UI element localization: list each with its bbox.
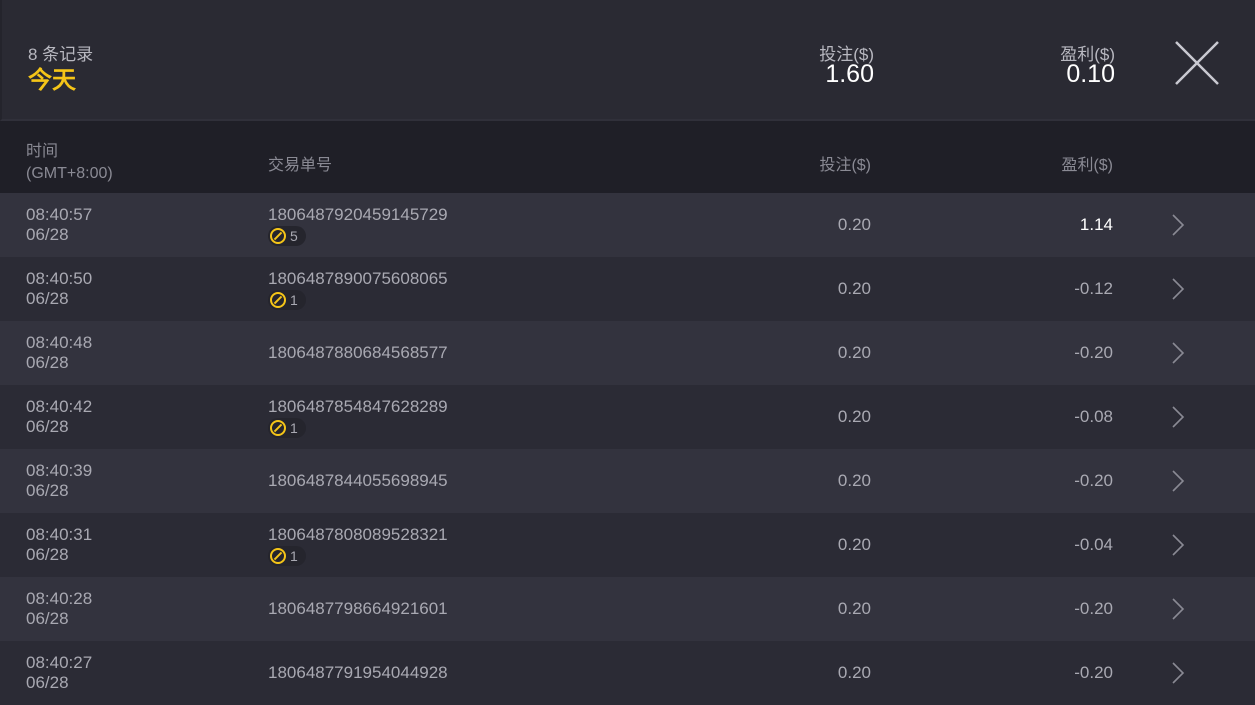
profit-total-value: 0.10 bbox=[1066, 60, 1115, 88]
coin-icon bbox=[270, 420, 286, 436]
time: 08:40:50 bbox=[26, 269, 93, 288]
bet-cell: 0.20 bbox=[837, 215, 871, 234]
bet-cell: 0.20 bbox=[837, 343, 871, 362]
table-row[interactable]: 08:40:28 06/28 1806487798664921601 0.20 -… bbox=[0, 577, 1255, 641]
bet-total-label: 投注($) bbox=[819, 45, 874, 64]
time: 08:40:48 bbox=[26, 333, 93, 352]
record-count: 8 条记录 bbox=[28, 45, 94, 64]
time: 08:40:28 bbox=[26, 589, 93, 608]
time: 08:40:31 bbox=[26, 525, 93, 544]
transaction-id: 1806487808089528321 bbox=[268, 525, 448, 544]
chevron-right-icon[interactable] bbox=[1168, 213, 1188, 237]
period-label[interactable]: 今天 bbox=[28, 67, 76, 94]
free-spin-badge: 5 bbox=[268, 226, 306, 246]
date: 06/28 bbox=[26, 353, 69, 372]
bet-cell: 0.20 bbox=[837, 535, 871, 554]
badge-count: 1 bbox=[290, 548, 298, 564]
transaction-id: 1806487880684568577 bbox=[268, 343, 448, 362]
profit-cell: -0.04 bbox=[1074, 535, 1113, 554]
free-spin-badge: 1 bbox=[268, 290, 306, 310]
chevron-right-icon[interactable] bbox=[1168, 597, 1188, 621]
date: 06/28 bbox=[26, 225, 69, 244]
time-cell: 08:40:42 06/28 bbox=[26, 397, 92, 437]
time-cell: 08:40:31 06/28 bbox=[26, 525, 92, 565]
col-time: 时间 bbox=[26, 143, 59, 160]
profit-cell: -0.20 bbox=[1074, 343, 1113, 362]
transaction-id: 1806487854847628289 bbox=[268, 397, 448, 416]
id-cell: 1806487844055698945 bbox=[268, 471, 448, 491]
free-spin-badge: 1 bbox=[268, 418, 306, 438]
summary-header: 8 条记录 今天 投注($) 1.60 盈利($) 0.10 bbox=[0, 0, 1255, 121]
id-cell: 1806487798664921601 bbox=[268, 599, 448, 619]
date: 06/28 bbox=[26, 289, 69, 308]
col-profit: 盈利($) bbox=[1061, 157, 1113, 174]
table-row[interactable]: 08:40:48 06/28 1806487880684568577 0.20 -… bbox=[0, 321, 1255, 385]
time-cell: 08:40:27 06/28 bbox=[26, 653, 92, 693]
id-cell: 1806487791954044928 bbox=[268, 663, 448, 683]
transaction-id: 1806487798664921601 bbox=[268, 599, 448, 618]
time-cell: 08:40:50 06/28 bbox=[26, 269, 92, 309]
profit-total-label: 盈利($) bbox=[1060, 45, 1115, 64]
bet-cell: 0.20 bbox=[837, 279, 871, 298]
col-timezone: (GMT+8:00) bbox=[26, 165, 113, 182]
id-cell: 1806487880684568577 bbox=[268, 343, 448, 363]
coin-icon bbox=[270, 548, 286, 564]
id-cell: 1806487920459145729 5 bbox=[268, 205, 448, 249]
profit-cell: -0.08 bbox=[1074, 407, 1113, 426]
chevron-right-icon[interactable] bbox=[1168, 469, 1188, 493]
table-row[interactable]: 08:40:39 06/28 1806487844055698945 0.20 -… bbox=[0, 449, 1255, 513]
close-icon[interactable] bbox=[1172, 38, 1222, 88]
time-cell: 08:40:57 06/28 bbox=[26, 205, 92, 245]
free-spin-badge: 1 bbox=[268, 546, 306, 566]
col-id: 交易单号 bbox=[268, 157, 333, 174]
badge-count: 5 bbox=[290, 228, 298, 244]
profit-cell: 1.14 bbox=[1079, 215, 1113, 234]
time: 08:40:42 bbox=[26, 397, 93, 416]
chevron-right-icon[interactable] bbox=[1168, 277, 1188, 301]
badge-count: 1 bbox=[290, 292, 298, 308]
bet-total-value: 1.60 bbox=[825, 60, 874, 88]
chevron-right-icon[interactable] bbox=[1168, 661, 1188, 685]
bet-cell: 0.20 bbox=[837, 471, 871, 490]
bet-cell: 0.20 bbox=[837, 599, 871, 618]
coin-icon bbox=[270, 228, 286, 244]
date: 06/28 bbox=[26, 673, 69, 692]
badge-count: 1 bbox=[290, 420, 298, 436]
transaction-id: 1806487920459145729 bbox=[268, 205, 448, 224]
chevron-right-icon[interactable] bbox=[1168, 405, 1188, 429]
id-cell: 1806487890075608065 1 bbox=[268, 269, 448, 313]
date: 06/28 bbox=[26, 545, 69, 564]
time-cell: 08:40:39 06/28 bbox=[26, 461, 92, 501]
bet-cell: 0.20 bbox=[837, 663, 871, 682]
profit-cell: -0.20 bbox=[1074, 599, 1113, 618]
date: 06/28 bbox=[26, 609, 69, 628]
transaction-id: 1806487791954044928 bbox=[268, 663, 448, 682]
date: 06/28 bbox=[26, 481, 69, 500]
id-cell: 1806487854847628289 1 bbox=[268, 397, 448, 441]
table-row[interactable]: 08:40:27 06/28 1806487791954044928 0.20 -… bbox=[0, 641, 1255, 705]
table-row[interactable]: 08:40:57 06/28 1806487920459145729 5 0.20 … bbox=[0, 193, 1255, 257]
chevron-right-icon[interactable] bbox=[1168, 341, 1188, 365]
profit-cell: -0.20 bbox=[1074, 663, 1113, 682]
table-row[interactable]: 08:40:42 06/28 1806487854847628289 1 0.20 … bbox=[0, 385, 1255, 449]
time: 08:40:57 bbox=[26, 205, 93, 224]
col-bet: 投注($) bbox=[819, 157, 871, 174]
profit-cell: -0.12 bbox=[1074, 279, 1113, 298]
id-cell: 1806487808089528321 1 bbox=[268, 525, 448, 569]
time-cell: 08:40:48 06/28 bbox=[26, 333, 92, 373]
table-header: 时间 (GMT+8:00) 交易单号 投注($) 盈利($) bbox=[0, 121, 1255, 193]
time-cell: 08:40:28 06/28 bbox=[26, 589, 92, 629]
coin-icon bbox=[270, 292, 286, 308]
date: 06/28 bbox=[26, 417, 69, 436]
chevron-right-icon[interactable] bbox=[1168, 533, 1188, 557]
transaction-id: 1806487890075608065 bbox=[268, 269, 448, 288]
time: 08:40:39 bbox=[26, 461, 93, 480]
time: 08:40:27 bbox=[26, 653, 93, 672]
transaction-id: 1806487844055698945 bbox=[268, 471, 448, 490]
profit-cell: -0.20 bbox=[1074, 471, 1113, 490]
table-row[interactable]: 08:40:31 06/28 1806487808089528321 1 0.20 … bbox=[0, 513, 1255, 577]
bet-cell: 0.20 bbox=[837, 407, 871, 426]
table-row[interactable]: 08:40:50 06/28 1806487890075608065 1 0.20 … bbox=[0, 257, 1255, 321]
